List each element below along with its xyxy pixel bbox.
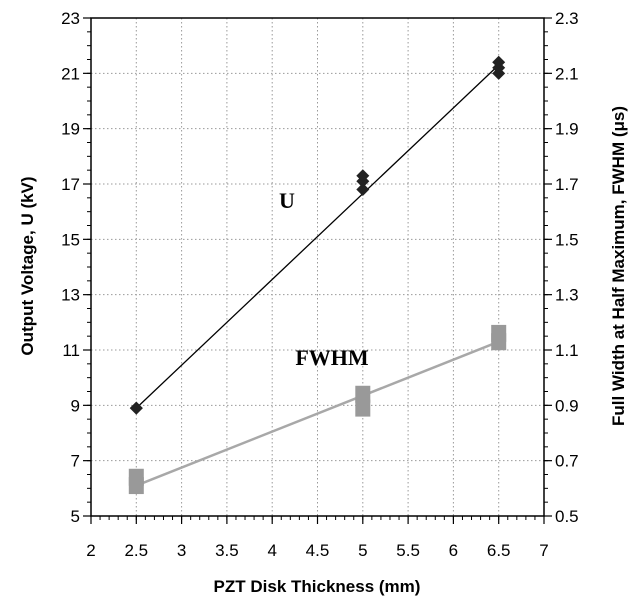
y-tick-label: 23	[61, 9, 80, 28]
y-tick-label: 11	[62, 341, 80, 360]
x-tick-label: 4	[267, 541, 276, 560]
u-fit-line	[135, 64, 500, 409]
x-tick-label: 6.5	[487, 541, 511, 560]
y2-tick-label: 0.7	[555, 452, 579, 471]
y-tick-label: 17	[61, 175, 80, 194]
fwhm-data-point	[355, 399, 371, 417]
x-tick-label: 2.5	[124, 541, 148, 560]
tick-labels: 2 2.5 3 3.5 4 4.5 5 5.5 6 6.5 7 5 7 9 11 13 15 17 19 21 23 0.…	[61, 9, 579, 560]
y-tick-label: 19	[61, 120, 80, 139]
fwhm-fit-line	[135, 340, 500, 487]
axis-ticks	[83, 17, 552, 524]
y-tick-label: 5	[71, 507, 80, 526]
x-tick-label: 5.5	[396, 541, 420, 560]
y2-tick-label: 1.5	[555, 230, 579, 249]
data-markers	[128, 55, 507, 495]
y-tick-label: 7	[71, 452, 80, 471]
u-data-point	[129, 401, 143, 415]
fwhm-data-point	[491, 324, 507, 342]
y-tick-label: 13	[61, 286, 80, 305]
y-tick-label: 21	[61, 64, 80, 83]
y2-tick-label: 2.3	[555, 9, 579, 28]
u-data-point	[356, 169, 370, 183]
series-label-u: U	[279, 188, 295, 213]
y-tick-label: 9	[71, 396, 80, 415]
series-label-fwhm: FWHM	[295, 345, 369, 370]
u-data-point	[356, 183, 370, 197]
fwhm-data-point	[128, 468, 144, 486]
x-tick-label: 6	[449, 541, 458, 560]
u-data-point	[492, 55, 506, 69]
x-tick-label: 3	[177, 541, 186, 560]
y2-axis-title: Full Width at Half Maximum, FWHM (μs)	[609, 106, 628, 426]
x-tick-label: 4.5	[306, 541, 330, 560]
y2-tick-label: 0.5	[555, 507, 579, 526]
y2-tick-label: 2.1	[555, 64, 579, 83]
x-tick-label: 3.5	[215, 541, 239, 560]
fit-lines	[135, 64, 500, 487]
fwhm-data-point	[355, 385, 371, 403]
y2-tick-label: 1.7	[555, 175, 579, 194]
grid-lines	[91, 18, 544, 516]
y2-tick-label: 1.3	[555, 286, 579, 305]
x-axis-title: PZT Disk Thickness (mm)	[214, 577, 421, 596]
y-axis-title: Output Voltage, U (kV)	[18, 176, 37, 355]
y2-tick-label: 1.1	[555, 341, 579, 360]
x-tick-label: 7	[539, 541, 548, 560]
x-tick-label: 2	[86, 541, 95, 560]
x-tick-label: 5	[358, 541, 367, 560]
y2-tick-label: 1.9	[555, 120, 579, 139]
y2-tick-label: 0.9	[555, 396, 579, 415]
y-tick-label: 15	[61, 230, 80, 249]
